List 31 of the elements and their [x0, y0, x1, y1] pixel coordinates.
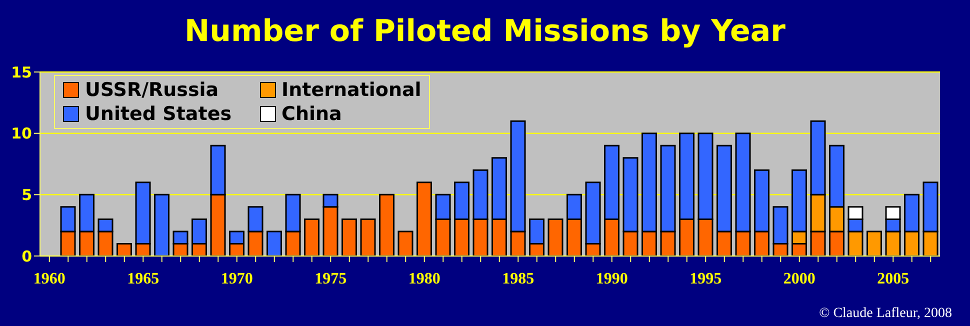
- x-tick-label: 1995: [690, 270, 722, 288]
- x-tick-label: 1970: [220, 270, 253, 288]
- x-tick-label: 1965: [127, 270, 160, 288]
- text: © Claude Lafleur, 2008: [819, 306, 952, 322]
- chart-title: Number of Piloted Missions by Year: [184, 14, 786, 49]
- bar: [360, 218, 376, 256]
- bar: [154, 194, 170, 256]
- bar: [866, 230, 882, 256]
- legend-label: USSR/Russia: [85, 79, 219, 101]
- bar: [304, 218, 320, 256]
- y-tick-label: 15: [11, 63, 32, 82]
- bar: [379, 194, 394, 256]
- bar: [342, 218, 357, 256]
- legend-label: United States: [85, 103, 232, 125]
- y-tick-label: 10: [11, 124, 32, 143]
- y-tick-label: 0: [22, 247, 32, 266]
- bar: [416, 182, 432, 256]
- x-tick-label: 1980: [408, 270, 440, 288]
- x-tick-label: 2000: [783, 270, 816, 288]
- bar: [398, 230, 414, 256]
- legend-label: China: [282, 103, 342, 125]
- bar: [116, 242, 132, 256]
- bar: [266, 230, 282, 256]
- legend-label: International: [282, 79, 422, 101]
- y-tick-label: 5: [22, 186, 32, 204]
- x-tick-label: 1975: [314, 270, 347, 288]
- x-tick-label: 2005: [877, 270, 910, 288]
- x-tick-label: 1985: [502, 270, 534, 288]
- bar: [548, 218, 564, 256]
- x-tick-label: 1990: [596, 270, 628, 288]
- x-tick-label: 1960: [33, 270, 66, 288]
